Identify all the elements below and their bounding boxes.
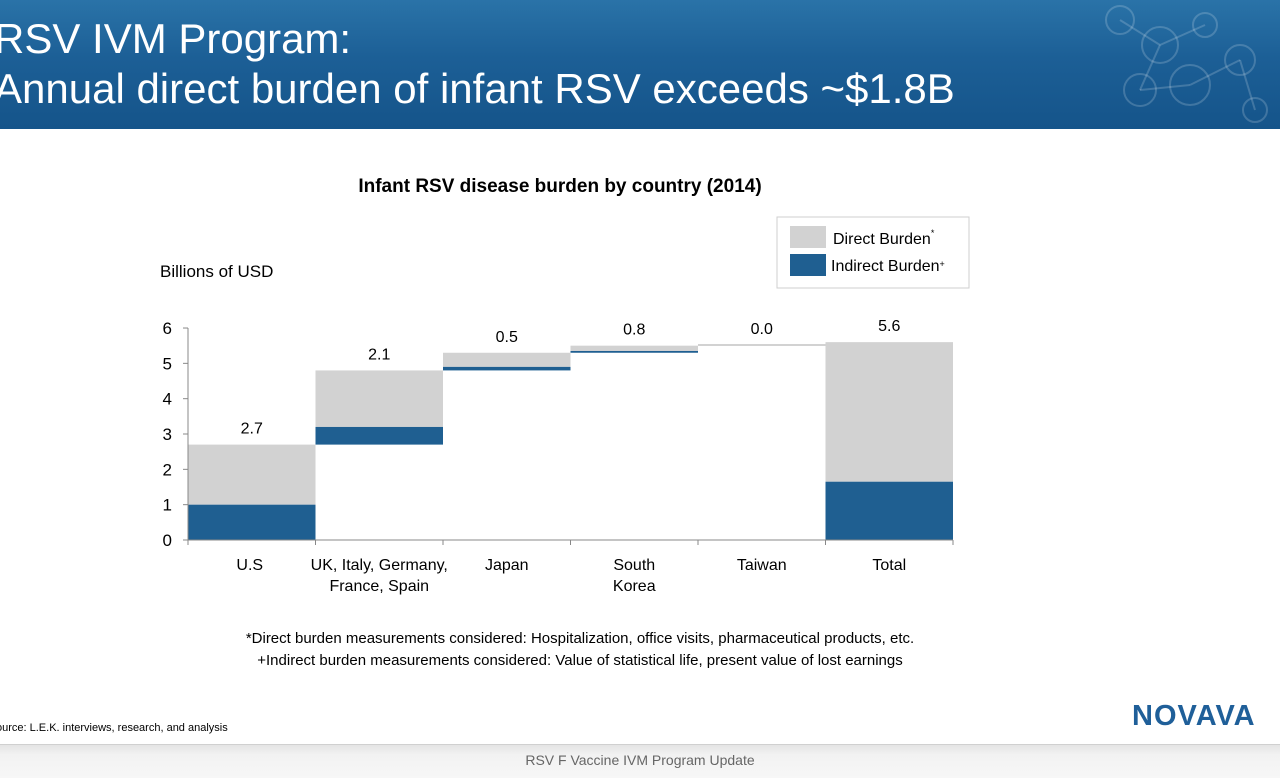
legend-label-direct-mark: * <box>931 228 935 238</box>
legend-label-direct: Direct Burden* <box>833 228 935 248</box>
bar-total-label: 0.8 <box>623 322 645 339</box>
legend-label-direct-text: Direct Burden <box>833 231 931 248</box>
legend-label-indirect-text: Indirect Burden <box>831 258 940 275</box>
x-tick-label: Taiwan <box>737 557 787 574</box>
bar-indirect <box>188 504 316 540</box>
x-tick-label: South <box>613 557 655 574</box>
slide-title-line2: Annual direct burden of infant RSV excee… <box>0 65 955 112</box>
legend-swatch-indirect <box>790 254 826 276</box>
bar-direct <box>825 342 953 482</box>
x-tick-label: U.S <box>236 557 263 574</box>
bar-indirect <box>315 426 443 445</box>
burden-chart: Infant RSV disease burden by country (20… <box>160 176 970 595</box>
bar-indirect <box>443 366 571 371</box>
molecule-decoration-icon <box>1105 5 1268 123</box>
y-axis-label: Billions of USD <box>160 262 273 281</box>
slide-title-line1: RSV IVM Program: <box>0 15 352 62</box>
bar-total-label: 5.6 <box>878 318 900 335</box>
title-banner: RSV IVM Program: Annual direct burden of… <box>0 0 1280 129</box>
bar-direct <box>188 444 316 505</box>
footnote-direct: *Direct burden measurements considered: … <box>245 630 915 647</box>
legend-swatch-direct <box>790 226 826 248</box>
x-tick-label: Korea <box>613 578 656 595</box>
y-tick-label: 3 <box>163 425 172 444</box>
y-tick-label: 0 <box>163 531 172 550</box>
x-tick-label: Total <box>872 557 906 574</box>
legend-label-indirect-mark: + <box>940 259 945 269</box>
bar-direct <box>443 352 571 367</box>
bar-total-label: 2.7 <box>241 421 263 438</box>
bar-total-label: 0.0 <box>751 321 773 338</box>
legend-label-indirect: Indirect Burden+ <box>831 258 945 275</box>
legend: Direct Burden* Indirect Burden+ <box>776 216 970 289</box>
plot-area: 2.7 U.S 2.1 UK, Italy, Germany, France, Spai… <box>163 318 954 595</box>
bar-direct <box>570 345 698 351</box>
source-note: ource: L.E.K. interviews, research, and … <box>0 722 228 734</box>
x-tick-label: France, Spain <box>329 578 429 595</box>
bar-indirect <box>825 481 953 540</box>
x-tick-label: Japan <box>485 557 529 574</box>
y-tick-label: 4 <box>163 390 172 409</box>
bar-total-label: 0.5 <box>496 329 518 346</box>
footer-bar <box>0 744 1280 778</box>
y-tick-label: 6 <box>163 319 172 338</box>
footer-text: RSV F Vaccine IVM Program Update <box>525 752 755 768</box>
y-tick-label: 5 <box>163 354 172 373</box>
x-tick-label: UK, Italy, Germany, <box>311 557 448 574</box>
chart-title: Infant RSV disease burden by country (20… <box>358 176 761 197</box>
y-tick-label: 2 <box>163 460 172 479</box>
bar-total-label: 2.1 <box>368 346 390 363</box>
novavax-logo: NOVAVA <box>1132 700 1256 732</box>
bar-indirect <box>570 350 698 353</box>
y-tick-label: 1 <box>163 496 172 515</box>
bar-direct <box>315 370 443 427</box>
footnote-indirect: +Indirect burden measurements considered… <box>257 652 903 669</box>
